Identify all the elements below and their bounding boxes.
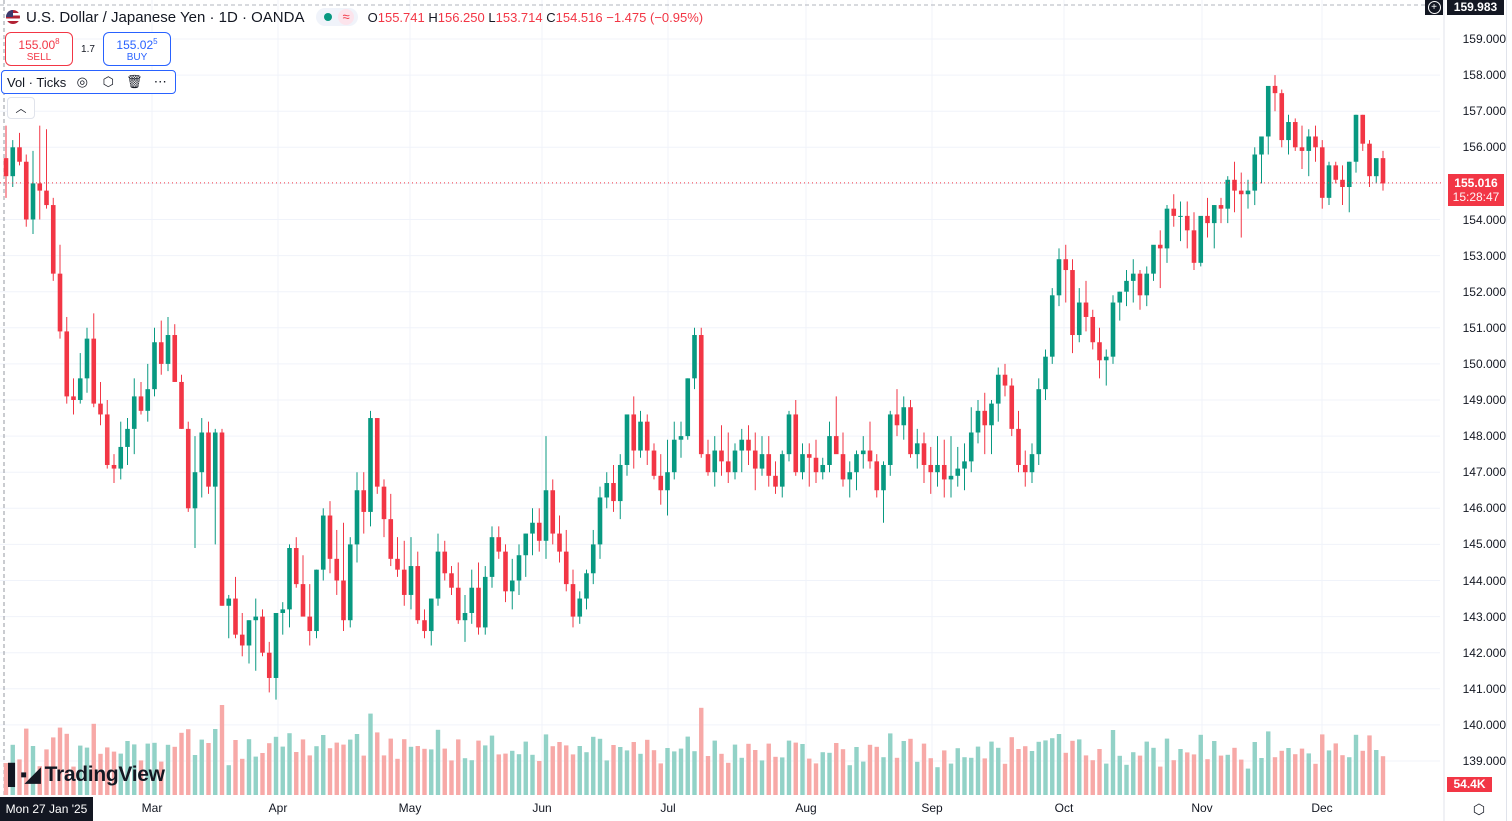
symbol-legend: U.S. Dollar / Japanese Yen · 1D · OANDA … <box>6 6 703 28</box>
eye-icon[interactable]: ◎ <box>76 74 88 89</box>
collapse-legend-button[interactable]: ︿ <box>7 97 35 119</box>
price-axis-label: 158.000 <box>1462 68 1506 83</box>
time-axis-label: Sep <box>921 801 943 815</box>
volume-indicator-legend[interactable]: Vol · Ticks ◎ ⬡ 🗑 ⋯ <box>1 70 177 94</box>
crosshair-price-tag: 159.983 <box>1447 0 1504 15</box>
price-axis-label: 156.000 <box>1462 140 1506 155</box>
price-change: −1.475 (−0.95%) <box>606 9 704 25</box>
time-axis-label: May <box>398 801 422 815</box>
price-axis-label: 152.000 <box>1462 284 1506 299</box>
time-axis-label: Nov <box>1191 801 1213 815</box>
bar-countdown: 15:28:47 <box>1452 190 1500 204</box>
current-date-tag: Mon 27 Jan '25 <box>0 797 93 821</box>
buy-button[interactable]: 155.025 BUY <box>103 32 171 66</box>
chevron-up-icon: ︿ <box>15 103 27 115</box>
price-axis-label: 139.000 <box>1462 754 1506 768</box>
price-axis-label: 146.000 <box>1462 501 1506 516</box>
ohlc-values: O155.741 H156.250 L153.714 C154.516 −1.4… <box>367 9 704 25</box>
tradingview-logo[interactable]: ▌▪◢ TradingView <box>8 762 165 787</box>
price-axis-label: 147.000 <box>1462 465 1506 480</box>
last-price-tag: 155.016 15:28:47 <box>1448 174 1504 206</box>
delayed-data-icon: ≈ <box>338 9 354 25</box>
chart-settings-icon[interactable]: ⬡ <box>1472 800 1486 817</box>
price-axis-label: 154.000 <box>1462 212 1506 227</box>
us-flag-icon <box>6 10 20 24</box>
price-axis-label: 149.000 <box>1462 393 1506 407</box>
time-axis-label: Jul <box>660 801 676 815</box>
time-axis-label: Dec <box>1311 801 1333 815</box>
market-status-pill[interactable]: ≈ <box>316 8 358 26</box>
trash-icon[interactable]: 🗑 <box>125 74 143 89</box>
market-open-dot-icon <box>324 13 333 21</box>
price-axis-label: 144.000 <box>1462 573 1506 588</box>
plus-icon: + <box>1427 1 1441 14</box>
symbol-title[interactable]: U.S. Dollar / Japanese Yen · 1D · OANDA <box>26 8 305 26</box>
price-axis-label: 145.000 <box>1462 537 1506 552</box>
spread-value: 1.7 <box>81 43 95 55</box>
time-axis-label: Apr <box>268 801 288 815</box>
price-axis-label: 153.000 <box>1462 248 1506 263</box>
price-axis-label: 141.000 <box>1462 681 1506 696</box>
time-axis-label: Jun <box>532 801 552 815</box>
trade-panel: 155.008 SELL 1.7 155.025 BUY <box>5 32 171 66</box>
time-axis-label: Mar <box>141 801 163 815</box>
volume-last-tag: 54.4K <box>1447 777 1492 792</box>
sell-button[interactable]: 155.008 SELL <box>5 32 73 66</box>
price-axis-label: 150.000 <box>1462 356 1506 371</box>
price-axis-label: 143.000 <box>1462 609 1506 624</box>
last-price: 155.016 <box>1454 176 1498 190</box>
settings-icon[interactable]: ⬡ <box>102 74 114 89</box>
price-axis-label: 151.000 <box>1462 320 1506 335</box>
more-icon[interactable]: ⋯ <box>153 74 167 89</box>
right-panel-edge <box>1506 0 1512 821</box>
tv-logo-icon: ▌▪◢ <box>8 764 41 786</box>
price-axis-label: 159.000 <box>1462 32 1506 46</box>
price-axis-label: 148.000 <box>1462 429 1506 444</box>
price-axis-label: 157.000 <box>1462 104 1506 119</box>
price-axis-label: 140.000 <box>1462 717 1506 732</box>
price-axis-label: 142.000 <box>1462 645 1506 660</box>
time-axis-label: Aug <box>795 801 817 815</box>
add-alert-button[interactable]: + <box>1425 0 1443 15</box>
indicator-label: Vol · Ticks <box>7 74 67 90</box>
time-axis-label: Oct <box>1054 801 1074 815</box>
